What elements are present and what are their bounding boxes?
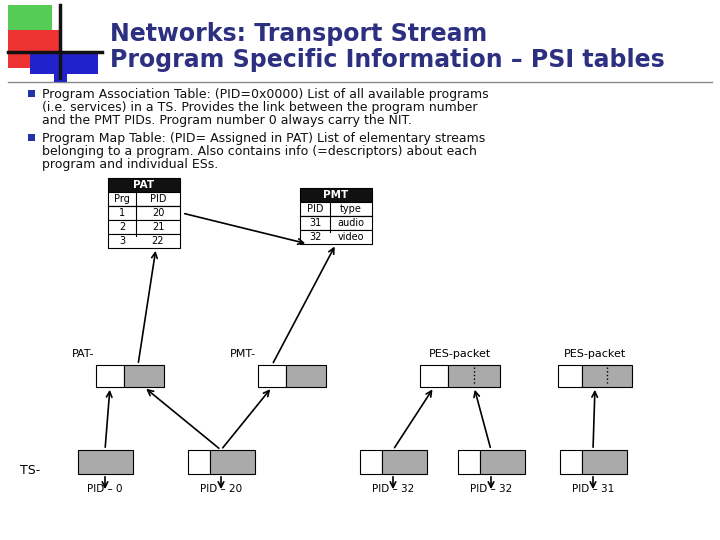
Bar (28, 134, 35, 141)
Text: PID – 32: PID – 32 (372, 484, 414, 494)
Bar (420, 365, 448, 387)
Text: PID: PID (150, 194, 166, 204)
Bar (560, 450, 582, 474)
Bar (8, 30, 60, 68)
Bar (124, 365, 164, 387)
Text: PAT-: PAT- (71, 349, 94, 359)
Text: 32: 32 (309, 232, 321, 242)
Text: Program Specific Information – PSI tables: Program Specific Information – PSI table… (110, 48, 665, 72)
Bar (188, 450, 210, 474)
Bar (108, 234, 180, 248)
Text: video: video (338, 232, 364, 242)
Text: PMT-: PMT- (230, 349, 256, 359)
Text: TS-: TS- (20, 463, 40, 476)
Bar (458, 450, 480, 474)
Text: 21: 21 (152, 222, 164, 232)
Text: PID: PID (307, 204, 323, 214)
Text: audio: audio (338, 218, 364, 228)
Text: Program Association Table: (PID=0x0000) List of all available programs: Program Association Table: (PID=0x0000) … (42, 88, 489, 101)
Text: PES-packet: PES-packet (564, 349, 626, 359)
Text: 22: 22 (152, 236, 164, 246)
Text: 20: 20 (152, 208, 164, 218)
Bar (30, 52, 98, 74)
Bar (286, 365, 326, 387)
Bar (96, 365, 124, 387)
Bar (582, 365, 632, 387)
Bar (480, 450, 525, 474)
Text: 3: 3 (119, 236, 125, 246)
Text: belonging to a program. Also contains info (=descriptors) about each: belonging to a program. Also contains in… (42, 145, 477, 158)
Text: and the PMT PIDs. Program number 0 always carry the NIT.: and the PMT PIDs. Program number 0 alway… (42, 114, 412, 127)
Bar (558, 365, 582, 387)
Text: PID – 20: PID – 20 (200, 484, 242, 494)
Text: Prg: Prg (114, 194, 130, 204)
Bar (300, 230, 372, 244)
Bar (360, 450, 382, 474)
Bar (28, 90, 35, 97)
Bar (108, 220, 180, 234)
Bar (382, 450, 427, 474)
Bar (78, 450, 133, 474)
Bar (258, 365, 286, 387)
Text: PMT: PMT (323, 190, 348, 200)
Bar (300, 202, 372, 216)
Text: 1: 1 (119, 208, 125, 218)
Bar (54, 72, 67, 82)
Text: (i.e. services) in a TS. Provides the link between the program number: (i.e. services) in a TS. Provides the li… (42, 101, 477, 114)
Text: type: type (340, 204, 362, 214)
Text: Program Map Table: (PID= Assigned in PAT) List of elementary streams: Program Map Table: (PID= Assigned in PAT… (42, 132, 485, 145)
Text: program and individual ESs.: program and individual ESs. (42, 158, 218, 171)
Text: PID – 31: PID – 31 (572, 484, 614, 494)
Bar (108, 192, 180, 206)
Text: PID – 0: PID – 0 (87, 484, 122, 494)
Bar (448, 365, 500, 387)
Text: PES-packet: PES-packet (429, 349, 491, 359)
Text: PAT: PAT (133, 180, 155, 190)
Text: 31: 31 (309, 218, 321, 228)
Text: 2: 2 (119, 222, 125, 232)
Bar (582, 450, 627, 474)
Bar (210, 450, 255, 474)
Bar (108, 206, 180, 220)
Bar (300, 188, 372, 202)
Bar (108, 178, 180, 192)
Text: PID – 32: PID – 32 (470, 484, 512, 494)
Bar (300, 216, 372, 230)
Bar (8, 5, 52, 49)
Text: Networks: Transport Stream: Networks: Transport Stream (110, 22, 487, 46)
